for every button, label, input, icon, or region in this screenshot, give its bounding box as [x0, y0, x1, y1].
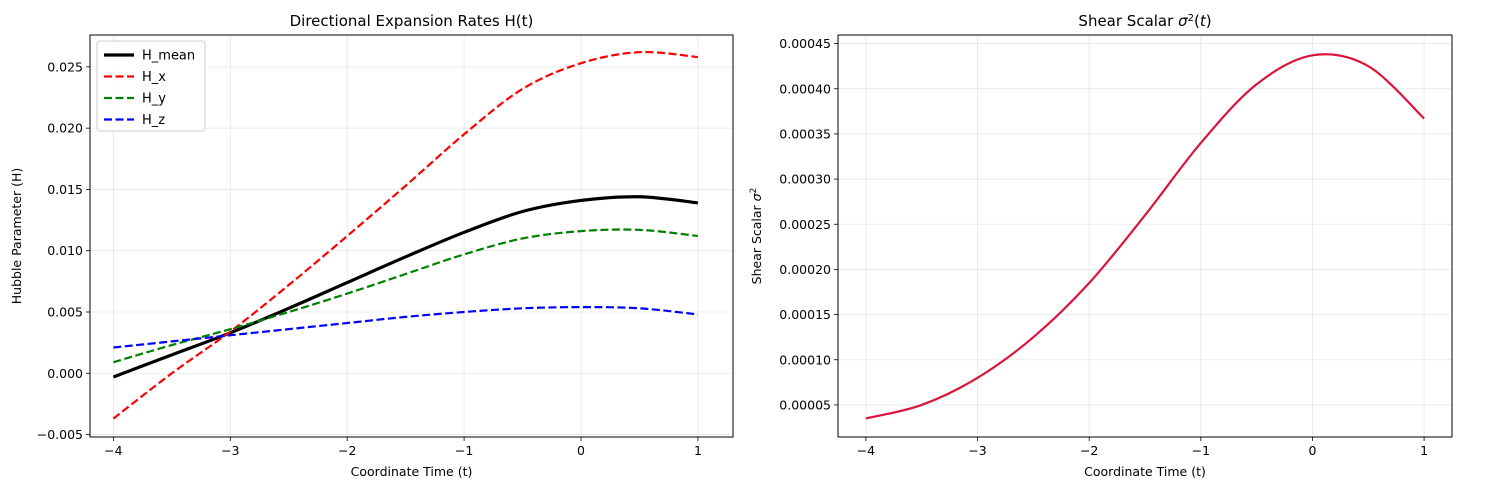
y-tick-label: 0.00020	[779, 262, 831, 277]
grid	[838, 35, 1452, 437]
series-line-h-z	[113, 305, 699, 349]
x-tick-label: −4	[857, 443, 875, 458]
x-axis-label: Coordinate Time (t)	[1084, 464, 1206, 479]
x-tick-label: −3	[968, 443, 986, 458]
y-tick-label: 0.00045	[779, 36, 831, 51]
legend-label: H_x	[142, 70, 166, 85]
x-tick-label: 1	[1420, 443, 1428, 458]
x-tick-label: −1	[455, 443, 473, 458]
superscript-two: 2	[749, 188, 759, 194]
chart-title-prefix: Shear Scalar	[1078, 12, 1178, 30]
y-ticks: −0.005 0.000 0.005 0.010 0.015 0.020 0.025	[37, 59, 90, 442]
y-tick-label: 0.025	[47, 59, 83, 74]
y-tick-label: 0.010	[47, 243, 83, 258]
legend-box	[96, 40, 206, 132]
x-tick-label: 0	[577, 443, 585, 458]
x-tick-label: 1	[694, 443, 702, 458]
y-tick-label: 0.000	[47, 366, 83, 381]
series-lines	[865, 53, 1425, 420]
x-ticks: −4 −3 −2 −1 0 1	[104, 437, 702, 458]
legend-label: H_z	[142, 113, 165, 128]
shear-scalar-chart: −4 −3 −2 −1 0 1 0.000050.000100.000150.000200…	[749, 12, 1453, 479]
x-tick-label: −2	[338, 443, 356, 458]
series-line-h-mean	[112, 195, 699, 379]
x-tick-label: −2	[1080, 443, 1098, 458]
series-line-shear-scalar	[865, 53, 1425, 420]
x-tick-label: −3	[221, 443, 239, 458]
sigma-symbol: σ	[1178, 12, 1188, 30]
x-axis-label: Coordinate Time (t)	[351, 464, 473, 479]
grid	[90, 35, 733, 437]
superscript-two: 2	[1188, 13, 1194, 24]
legend-label: H_y	[142, 92, 166, 107]
chart-title: Directional Expansion Rates H(t)	[290, 12, 534, 30]
y-axis-label: Hubble Parameter (H)	[9, 168, 24, 305]
expansion-rates-chart: −4 −3 −2 −1 0 1 −0.005 0.000 0.005 0.010 0.015 0.0…	[9, 12, 734, 479]
y-ticks: 0.00005 0.00010 0.00015 0.00020 0.00025 0.000…	[779, 36, 838, 412]
series-line-h-x	[112, 50, 699, 420]
y-tick-label: 0.015	[47, 182, 83, 197]
y-tick-label: 0.00005	[779, 397, 831, 412]
y-tick-label: 0.00030	[779, 172, 831, 187]
series-line-h-y	[113, 228, 699, 364]
y-tick-label: 0.005	[47, 304, 83, 319]
x-tick-label: −1	[1192, 443, 1210, 458]
x-ticks: −4 −3 −2 −1 0 1	[857, 437, 1428, 458]
y-tick-label: −0.005	[37, 427, 83, 442]
x-tick-label: −4	[104, 443, 122, 458]
y-tick-label: 0.00010	[779, 352, 831, 367]
plot-frame	[89, 34, 734, 438]
legend: H_mean H_x H_y H_z	[96, 40, 206, 132]
y-tick-label: 0.00035	[779, 126, 831, 141]
series-lines	[112, 50, 699, 420]
chart-title-suffix: (t)	[1194, 12, 1212, 30]
sigma-symbol: σ	[749, 192, 764, 201]
y-tick-label: 0.00015	[779, 307, 831, 322]
t-symbol: t	[1200, 12, 1207, 30]
y-axis-label: Shear Scalar σ2	[749, 188, 764, 285]
y-tick-label: 0.00040	[779, 81, 831, 96]
y-tick-label: 0.00025	[779, 217, 831, 232]
legend-label: H_mean	[142, 49, 195, 64]
x-tick-label: 0	[1308, 443, 1316, 458]
y-tick-label: 0.020	[47, 121, 83, 136]
y-axis-label-prefix: Shear Scalar	[749, 201, 764, 284]
chart-title: Shear Scalar σ2(t)	[1078, 12, 1211, 30]
plot-area	[838, 35, 1452, 437]
plot-frame	[837, 34, 1453, 438]
